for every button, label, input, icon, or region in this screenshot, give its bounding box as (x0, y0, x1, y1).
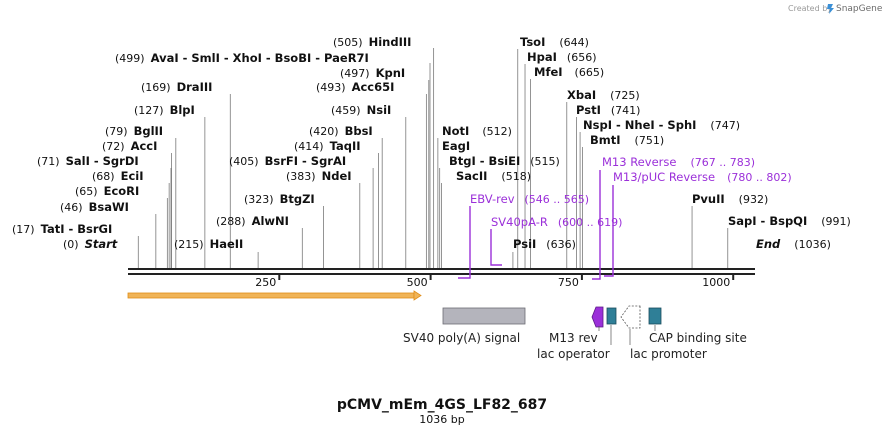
site-label-psii[interactable]: PsiI (636) (513, 237, 576, 251)
site-label-ecii[interactable]: (68) EciI (92, 169, 144, 183)
site-label-nspi-group[interactable]: NspI - NheI - SphI (747) (583, 118, 740, 132)
feature-m13-rev-arrow[interactable] (591, 306, 604, 328)
site-label-ecori[interactable]: (65) EcoRI (75, 184, 139, 198)
site-label-mfei[interactable]: MfeI (665) (534, 65, 604, 79)
orf-arrow[interactable] (127, 290, 422, 301)
axis-tick-label-500: 500 (407, 276, 428, 289)
site-label-nsii[interactable]: (459) NsiI (331, 103, 391, 117)
feature-cap-binding-site-box[interactable] (648, 307, 662, 325)
axis-tick-label-750: 750 (558, 276, 579, 289)
axis-ticks: 250 500 750 1000 (255, 274, 735, 289)
site-label-eagi[interactable]: EagI (442, 139, 470, 153)
site-label-tsoi[interactable]: TsoI (644) (520, 35, 589, 49)
primer-label-sv40pa-r[interactable]: SV40pA-R (600 .. 619) (491, 215, 622, 229)
site-label-bsrfi-group[interactable]: (405) BsrFI - SgrAI (229, 154, 346, 168)
primer-marks (458, 170, 614, 280)
site-label-hindiii[interactable]: (505) HindIII (333, 35, 411, 49)
feature-sv40-polya-label: SV40 poly(A) signal (403, 331, 520, 345)
site-label-psti[interactable]: PstI (741) (576, 103, 640, 117)
primer-sv40pa-r-mark (490, 229, 502, 266)
site-label-sali-group[interactable]: (71) SalI - SgrDI (37, 154, 139, 168)
feature-lac-operator-box[interactable] (606, 307, 617, 325)
feature-sv40-polya-box[interactable] (442, 307, 526, 325)
primer-label-ebv-rev[interactable]: EBV-rev (546 .. 565) (470, 192, 589, 206)
site-label-btgi-group[interactable]: BtgI - BsiEI (515) (449, 154, 560, 168)
site-label-noti[interactable]: NotI (512) (442, 124, 512, 138)
site-label-ava-group[interactable]: (499) AvaI - SmlI - XhoI - BsoBI - PaeR7I (115, 51, 369, 65)
site-label-acc65i[interactable]: (493) Acc65I (316, 80, 394, 94)
credit-brand: SnapGene (836, 4, 883, 14)
primer-m13-puc-reverse-mark (604, 185, 614, 277)
site-label-haeii[interactable]: (215) HaeII (174, 237, 243, 251)
site-label-sapi-group[interactable]: SapI - BspQI (991) (728, 214, 851, 228)
plasmid-size: 1036 bp (419, 413, 464, 426)
feature-lac-promoter-label: lac promoter (630, 347, 707, 361)
site-label-pvuii[interactable]: PvuII (932) (692, 192, 768, 206)
site-label-hpai[interactable]: HpaI (656) (527, 50, 597, 64)
site-label-bbsi[interactable]: (420) BbsI (309, 124, 373, 138)
feature-lac-promoter-arrow[interactable] (620, 305, 641, 329)
site-label-ndei[interactable]: (383) NdeI (286, 169, 352, 183)
primer-m13-reverse-mark (592, 170, 601, 280)
site-label-acci[interactable]: (72) AccI (102, 139, 157, 153)
primer-label-m13-puc-reverse[interactable]: M13/pUC Reverse (780 .. 802) (613, 170, 792, 184)
site-label-draiii[interactable]: (169) DraIII (141, 80, 212, 94)
site-label-taqii[interactable]: (414) TaqII (294, 139, 361, 153)
site-label-sacii[interactable]: SacII (518) (456, 169, 531, 183)
axis-tick-label-250: 250 (255, 276, 276, 289)
site-label-bmti[interactable]: BmtI (751) (590, 133, 664, 147)
plasmid-name: pCMV_mEm_4GS_LF82_687 (337, 397, 547, 413)
features (442, 305, 662, 345)
site-label-kpni[interactable]: (497) KpnI (340, 66, 405, 80)
credit-prefix: Created by (788, 4, 832, 13)
site-label-tati-group[interactable]: (17) TatI - BsrGI (12, 222, 112, 236)
snapgene-logo-icon (827, 4, 834, 14)
primer-label-m13-reverse[interactable]: M13 Reverse (767 .. 783) (602, 155, 755, 169)
site-label-alwni[interactable]: (288) AlwNI (216, 214, 289, 228)
site-lines (137, 48, 729, 269)
site-label-end[interactable]: End (1036) (756, 237, 831, 251)
backbone (128, 268, 755, 275)
feature-cap-binding-site-label: CAP binding site (649, 331, 747, 345)
axis-tick-label-1000: 1000 (702, 276, 730, 289)
site-label-start[interactable]: (0) Start (63, 237, 118, 251)
site-label-btgzi[interactable]: (323) BtgZI (244, 192, 315, 206)
site-label-bglii[interactable]: (79) BglII (105, 124, 163, 138)
feature-lac-operator-label: lac operator (537, 347, 610, 361)
primer-ebv-rev-mark (458, 206, 471, 279)
site-label-bsawi[interactable]: (46) BsaWI (60, 200, 129, 214)
site-label-blpi[interactable]: (127) BlpI (134, 103, 195, 117)
feature-m13-rev-label: M13 rev (549, 331, 598, 345)
site-label-xbai[interactable]: XbaI (725) (567, 88, 640, 102)
